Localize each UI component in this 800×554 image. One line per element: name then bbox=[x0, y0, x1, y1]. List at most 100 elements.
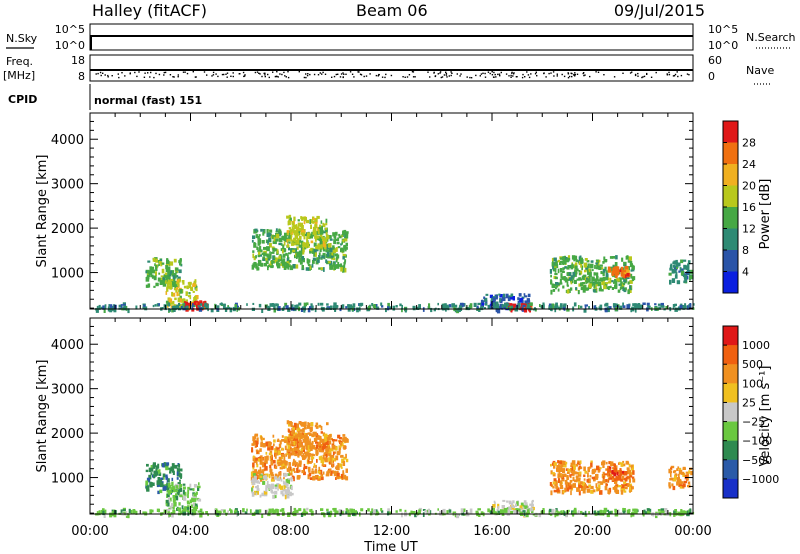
colorbar-segment bbox=[723, 440, 738, 461]
colorbar-tick-label: −100 bbox=[742, 435, 772, 448]
scatter-cell bbox=[324, 245, 327, 250]
scatter-cell bbox=[253, 490, 258, 496]
scatter-cell bbox=[320, 455, 323, 458]
scatter-cell bbox=[607, 266, 611, 270]
scatter-cell bbox=[367, 508, 370, 512]
scatter-cell bbox=[674, 509, 677, 512]
scatter-cell bbox=[568, 485, 572, 490]
scatter-cell bbox=[310, 224, 312, 229]
nave-dot bbox=[433, 71, 435, 74]
scatter-cell bbox=[288, 247, 290, 251]
colorbar-segment bbox=[723, 164, 738, 186]
scatter-cell bbox=[256, 246, 259, 250]
scatter-cell bbox=[524, 300, 528, 305]
scatter-cell bbox=[557, 511, 561, 515]
scatter-cell bbox=[493, 302, 495, 307]
scatter-cell bbox=[318, 252, 321, 256]
scatter-cell bbox=[442, 508, 446, 514]
scatter-cell bbox=[497, 303, 499, 309]
scatter-cell bbox=[657, 303, 661, 306]
nave-dot bbox=[583, 74, 585, 77]
scatter-cell bbox=[344, 261, 346, 265]
scatter-cell bbox=[626, 467, 630, 471]
scatter-cell bbox=[634, 307, 637, 313]
scatter-cell bbox=[555, 282, 559, 287]
scatter-cell bbox=[557, 282, 561, 286]
scatter-cell bbox=[291, 228, 295, 233]
nave-dot bbox=[97, 72, 99, 75]
scatter-cell bbox=[600, 481, 604, 485]
scatter-cell bbox=[320, 302, 324, 306]
y-tick-label: 1000 bbox=[51, 472, 84, 487]
scatter-cell bbox=[341, 511, 344, 514]
scatter-cell bbox=[524, 295, 528, 298]
scatter-cell bbox=[322, 439, 325, 444]
scatter-cell bbox=[634, 510, 638, 514]
scatter-cell bbox=[347, 304, 350, 308]
scatter-cell bbox=[318, 267, 322, 270]
nave-dot bbox=[603, 74, 605, 76]
scatter-cell bbox=[578, 484, 582, 489]
scatter-cell bbox=[197, 486, 200, 491]
scatter-cell bbox=[562, 306, 566, 310]
scatter-cell bbox=[345, 508, 348, 513]
scatter-cell bbox=[323, 434, 327, 440]
scatter-cell bbox=[577, 487, 580, 492]
scatter-cell bbox=[487, 304, 490, 309]
nave-dot bbox=[629, 72, 632, 74]
scatter-cell bbox=[687, 481, 691, 485]
scatter-cell bbox=[306, 232, 311, 236]
scatter-cell bbox=[338, 264, 342, 267]
scatter-cell bbox=[647, 305, 651, 310]
scatter-cell bbox=[586, 260, 590, 263]
scatter-cell bbox=[473, 302, 477, 307]
scatter-cell bbox=[358, 303, 362, 307]
nave-dot bbox=[634, 73, 637, 76]
nave-dot bbox=[351, 73, 354, 75]
scatter-cell bbox=[161, 268, 165, 274]
scatter-cell bbox=[256, 437, 259, 442]
scatter-cell bbox=[272, 434, 275, 438]
scatter-cell bbox=[343, 244, 347, 248]
scatter-cell bbox=[315, 437, 319, 440]
scatter-cell bbox=[275, 303, 278, 306]
nsearch-label: N.Search bbox=[746, 31, 796, 44]
scatter-cell bbox=[145, 469, 149, 473]
scatter-cell bbox=[294, 305, 298, 308]
nave-dot bbox=[243, 75, 245, 78]
scatter-cell bbox=[330, 437, 333, 441]
scatter-cell bbox=[252, 436, 256, 441]
scatter-cell bbox=[594, 264, 596, 269]
scatter-cell bbox=[333, 266, 336, 270]
scatter-cell bbox=[494, 501, 496, 505]
scatter-cell bbox=[274, 490, 278, 495]
scatter-cell bbox=[204, 302, 207, 306]
scatter-cell bbox=[203, 304, 208, 307]
scatter-cell bbox=[279, 509, 284, 512]
scatter-cell bbox=[342, 434, 346, 437]
nave-dot bbox=[342, 72, 344, 74]
nave-dot bbox=[522, 73, 524, 76]
scatter-cell bbox=[271, 251, 275, 254]
scatter-cell bbox=[315, 425, 319, 429]
scatter-cell bbox=[290, 239, 294, 242]
scatter-cell bbox=[273, 248, 277, 251]
scatter-cell bbox=[622, 510, 626, 514]
scatter-cell bbox=[414, 512, 417, 518]
scatter-cell bbox=[135, 305, 138, 310]
scatter-cell bbox=[252, 253, 255, 259]
nave-dot bbox=[277, 76, 279, 78]
nave-dot bbox=[276, 71, 278, 73]
scatter-cell bbox=[614, 481, 618, 484]
scatter-cell bbox=[335, 455, 339, 461]
scatter-cell bbox=[323, 231, 327, 234]
scatter-cell bbox=[266, 480, 269, 485]
scatter-cell bbox=[676, 481, 680, 486]
scatter-cell bbox=[326, 260, 330, 265]
scatter-cell bbox=[172, 495, 176, 499]
scatter-cell bbox=[548, 508, 552, 513]
scatter-cell bbox=[315, 441, 319, 444]
scatter-cell bbox=[578, 510, 580, 515]
scatter-cell bbox=[298, 508, 302, 512]
